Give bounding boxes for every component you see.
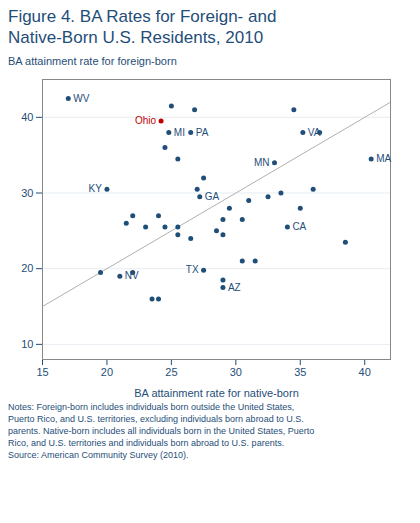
svg-text:AZ: AZ [228,281,241,292]
svg-text:VA: VA [308,126,321,137]
svg-text:MN: MN [254,156,270,167]
svg-text:TX: TX [186,264,199,275]
svg-text:NV: NV [125,270,139,281]
svg-text:KY: KY [89,183,103,194]
svg-text:PA: PA [196,126,209,137]
svg-text:20: 20 [101,366,113,378]
svg-text:MA: MA [376,153,391,164]
svg-text:BA attainment rate for native-: BA attainment rate for native-born [134,386,298,398]
html-text:Notes: Foreign-born includes i: Notes: Foreign-born includes individuals… [8,401,315,461]
svg-text:MI: MI [174,126,185,137]
svg-text:20: 20 [21,262,33,274]
svg-text:30: 30 [230,366,242,378]
svg-text:GA: GA [205,190,220,201]
html-text:BA attainment rate for foreign: BA attainment rate for foreign-born [8,54,177,67]
html-text:Figure 4. BA Rates for Foreign: Figure 4. BA Rates for Foreign- and Nati… [8,7,277,48]
svg-text:40: 40 [359,366,371,378]
svg-text:10: 10 [21,337,33,349]
svg-text:WV: WV [73,92,89,103]
svg-text:35: 35 [294,366,306,378]
svg-text:Ohio: Ohio [135,115,157,126]
svg-text:15: 15 [36,366,48,378]
svg-text:40: 40 [21,110,33,122]
svg-text:30: 30 [21,186,33,198]
svg-text:CA: CA [292,221,306,232]
svg-text:25: 25 [165,366,177,378]
